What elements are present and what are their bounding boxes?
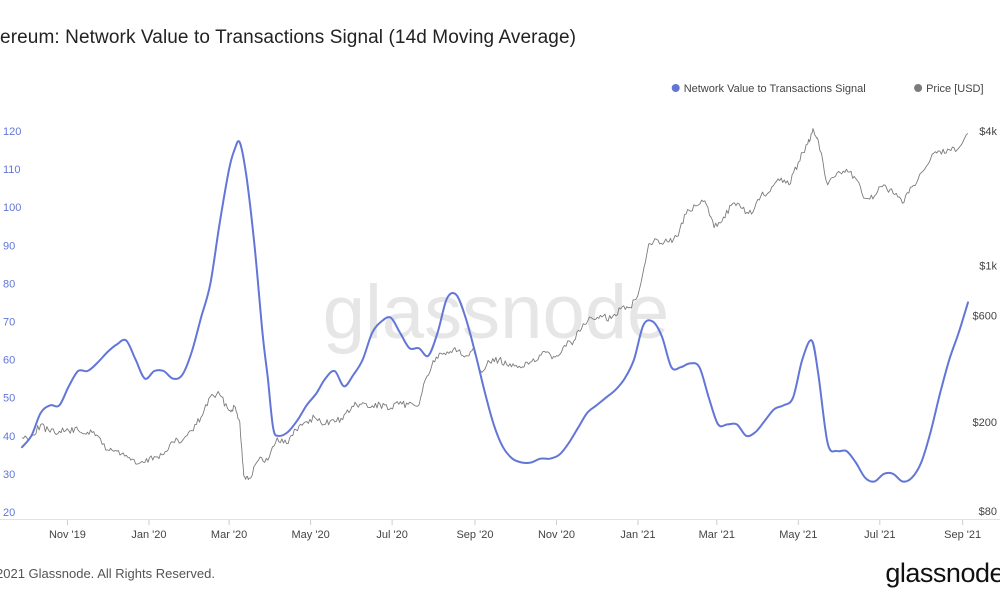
legend-dot-icon [914,84,923,92]
x-tick-label: Jan '20 [131,529,166,541]
watermark: glassnode [323,270,670,355]
y-left-tick-label: 30 [3,469,15,481]
y-left-tick-label: 20 [3,507,15,519]
legend[interactable]: Network Value to Transactions Signal Pric… [671,83,984,95]
y-right-tick-label: $200 [973,417,997,429]
y-axis-left: 20 30 40 50 60 70 80 90 100 110 120 [3,126,21,519]
y-left-tick-label: 40 [3,431,15,443]
y-left-tick-label: 100 [3,202,21,214]
plot-area[interactable] [21,128,969,483]
x-tick-label: Nov '19 [49,529,86,541]
y-left-tick-label: 70 [3,317,15,329]
y-right-tick-label: $1k [979,261,997,273]
y-axis-right: $80 $200 $600 $1k $4k [973,126,998,518]
x-tick-label: May '21 [779,529,817,541]
x-tick-label: Jul '21 [864,529,895,541]
y-right-tick-label: $600 [973,310,997,322]
x-tick-label: Jan '21 [620,529,655,541]
x-axis: Nov '19 Jan '20 Mar '20 May '20 Jul '20 Sep '… [49,520,981,541]
y-left-tick-label: 50 [3,393,15,405]
x-tick-label: Mar '20 [211,529,247,541]
y-right-tick-label: $4k [979,126,997,138]
brand-logo: glassnode [885,558,1000,588]
copyright: 2021 Glassnode. All Rights Reserved. [0,566,215,581]
x-tick-label: Sep '20 [456,529,493,541]
x-tick-label: Nov '20 [538,529,575,541]
legend-label: Network Value to Transactions Signal [684,83,866,95]
legend-item[interactable]: Network Value to Transactions Signal [671,83,866,95]
y-left-tick-label: 60 [3,355,15,367]
x-tick-label: Jul '20 [376,529,407,541]
x-tick-label: Mar '21 [699,529,735,541]
legend-dot-icon [671,84,680,92]
x-tick-label: May '20 [292,529,330,541]
legend-item[interactable]: Price [USD] [914,83,984,95]
series-line-nvts[interactable] [21,140,969,483]
series-line-price[interactable] [21,128,969,481]
y-left-tick-label: 80 [3,278,15,290]
y-right-tick-label: $80 [979,506,997,518]
y-left-tick-label: 120 [3,126,21,138]
legend-label: Price [USD] [926,83,983,95]
y-left-tick-label: 90 [3,240,15,252]
x-tick-label: Sep '21 [944,529,981,541]
chart-title: thereum: Network Value to Transactions S… [0,27,577,48]
y-left-tick-label: 110 [3,164,21,176]
